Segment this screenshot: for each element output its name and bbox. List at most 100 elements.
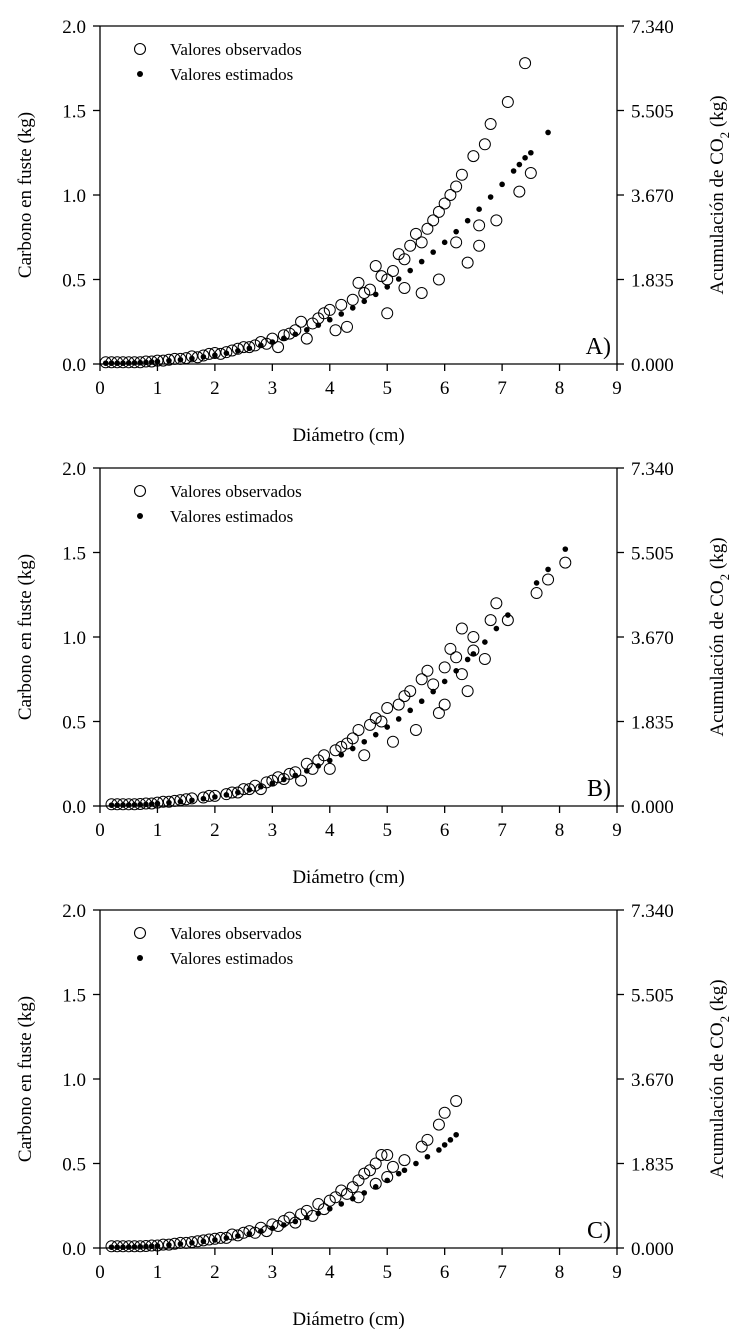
legend-marker-observados xyxy=(133,926,147,940)
observed-point xyxy=(369,1157,382,1170)
estimated-point xyxy=(372,731,379,738)
observed-point xyxy=(185,350,198,363)
legend: Valores observados Valores estimados xyxy=(133,40,302,84)
observed-point xyxy=(438,661,451,674)
observed-point xyxy=(432,707,445,720)
x-tick-label: 5 xyxy=(382,1262,392,1283)
observed-point xyxy=(341,320,354,333)
x-tick-label: 0 xyxy=(95,820,105,841)
estimated-point xyxy=(269,339,276,345)
series-estimados xyxy=(108,1131,459,1250)
observed-point xyxy=(363,718,376,731)
y2-tick-label: 5.505 xyxy=(631,102,674,123)
observed-point xyxy=(455,622,468,635)
estimated-point xyxy=(292,331,299,338)
estimated-point xyxy=(177,798,184,805)
observed-point xyxy=(162,1238,175,1251)
observed-point xyxy=(335,1184,348,1197)
estimated-point xyxy=(562,546,569,552)
observed-point xyxy=(323,303,336,316)
estimated-point xyxy=(235,348,241,354)
y-tick-label: 2.0 xyxy=(62,459,86,480)
observed-point xyxy=(346,1181,359,1194)
estimated-point xyxy=(453,1131,459,1138)
x-tick-label: 8 xyxy=(555,1262,565,1283)
estimated-point xyxy=(338,311,345,317)
estimated-point xyxy=(189,797,195,804)
panel-label: B) xyxy=(587,776,611,802)
estimated-point xyxy=(269,780,276,787)
observed-point xyxy=(421,1133,434,1146)
x-tick-label: 7 xyxy=(497,820,507,841)
y-tick-label: 0.5 xyxy=(62,713,86,734)
observed-point xyxy=(404,239,417,252)
y-tick-label: 0.5 xyxy=(62,1155,86,1176)
x-tick-label: 5 xyxy=(382,378,392,399)
estimated-point xyxy=(102,360,109,366)
estimated-point xyxy=(395,1170,402,1177)
x-tick-label: 3 xyxy=(268,820,278,841)
legend-label-estimados: Valores estimados xyxy=(170,65,293,84)
observed-point xyxy=(386,735,399,748)
observed-point xyxy=(381,1149,394,1162)
y2-tick-label: 0.000 xyxy=(631,1239,674,1260)
estimated-point xyxy=(453,668,459,674)
y2-tick-label: 1.835 xyxy=(631,271,674,292)
estimated-point xyxy=(349,745,356,752)
y-tick-label: 2.0 xyxy=(62,17,86,38)
estimated-point xyxy=(476,206,482,212)
estimated-point xyxy=(148,1243,155,1249)
estimated-point xyxy=(384,1177,391,1184)
observed-point xyxy=(162,795,175,808)
observed-point xyxy=(295,1208,308,1221)
estimated-point xyxy=(447,1137,454,1143)
x-tick-label: 6 xyxy=(440,1262,450,1283)
y2-tick-label: 0.000 xyxy=(631,355,674,376)
observed-point xyxy=(375,1149,388,1162)
x-tick-label: 4 xyxy=(325,820,335,841)
estimated-point xyxy=(212,352,218,359)
observed-point xyxy=(490,214,503,227)
estimated-point xyxy=(407,267,414,274)
y-tick-label: 0.0 xyxy=(62,797,86,818)
y-tick-label: 0.0 xyxy=(62,1239,86,1260)
estimated-point xyxy=(189,355,195,362)
observed-point xyxy=(490,597,503,610)
observed-point xyxy=(369,712,382,725)
observed-point xyxy=(358,1167,371,1180)
x-tick-label: 5 xyxy=(382,820,392,841)
observed-point xyxy=(318,749,331,762)
y2-tick-label: 3.670 xyxy=(631,628,674,649)
estimated-point xyxy=(505,612,511,618)
x-tick-label: 4 xyxy=(325,1262,335,1283)
estimated-point xyxy=(166,1242,172,1248)
observed-point xyxy=(398,253,411,266)
observed-point xyxy=(450,180,463,193)
observed-point xyxy=(524,167,537,180)
observed-point xyxy=(329,744,342,757)
estimated-point xyxy=(258,342,264,349)
estimated-point xyxy=(292,1218,299,1225)
estimated-point xyxy=(349,1195,356,1202)
observed-point xyxy=(513,185,526,198)
observed-point xyxy=(427,678,440,691)
observed-point xyxy=(375,270,388,283)
observed-point xyxy=(432,273,445,286)
y2-axis-title-subscript: 2 xyxy=(717,1016,732,1023)
observed-point xyxy=(404,685,417,698)
x-tick-label: 8 xyxy=(555,378,565,399)
legend-marker-estimados xyxy=(137,955,143,961)
legend: Valores observados Valores estimados xyxy=(133,924,302,968)
observed-point xyxy=(197,1234,210,1247)
observed-point xyxy=(438,698,451,711)
observed-point xyxy=(473,239,486,252)
observed-point xyxy=(243,341,256,354)
observed-point xyxy=(295,774,308,787)
observed-point xyxy=(478,138,491,151)
y2-axis-title-unit: (kg) xyxy=(707,979,728,1015)
observed-point xyxy=(381,701,394,714)
estimated-point xyxy=(131,360,138,366)
x-axis-title: Diámetro (cm) xyxy=(292,425,404,446)
observed-point xyxy=(450,1094,463,1107)
